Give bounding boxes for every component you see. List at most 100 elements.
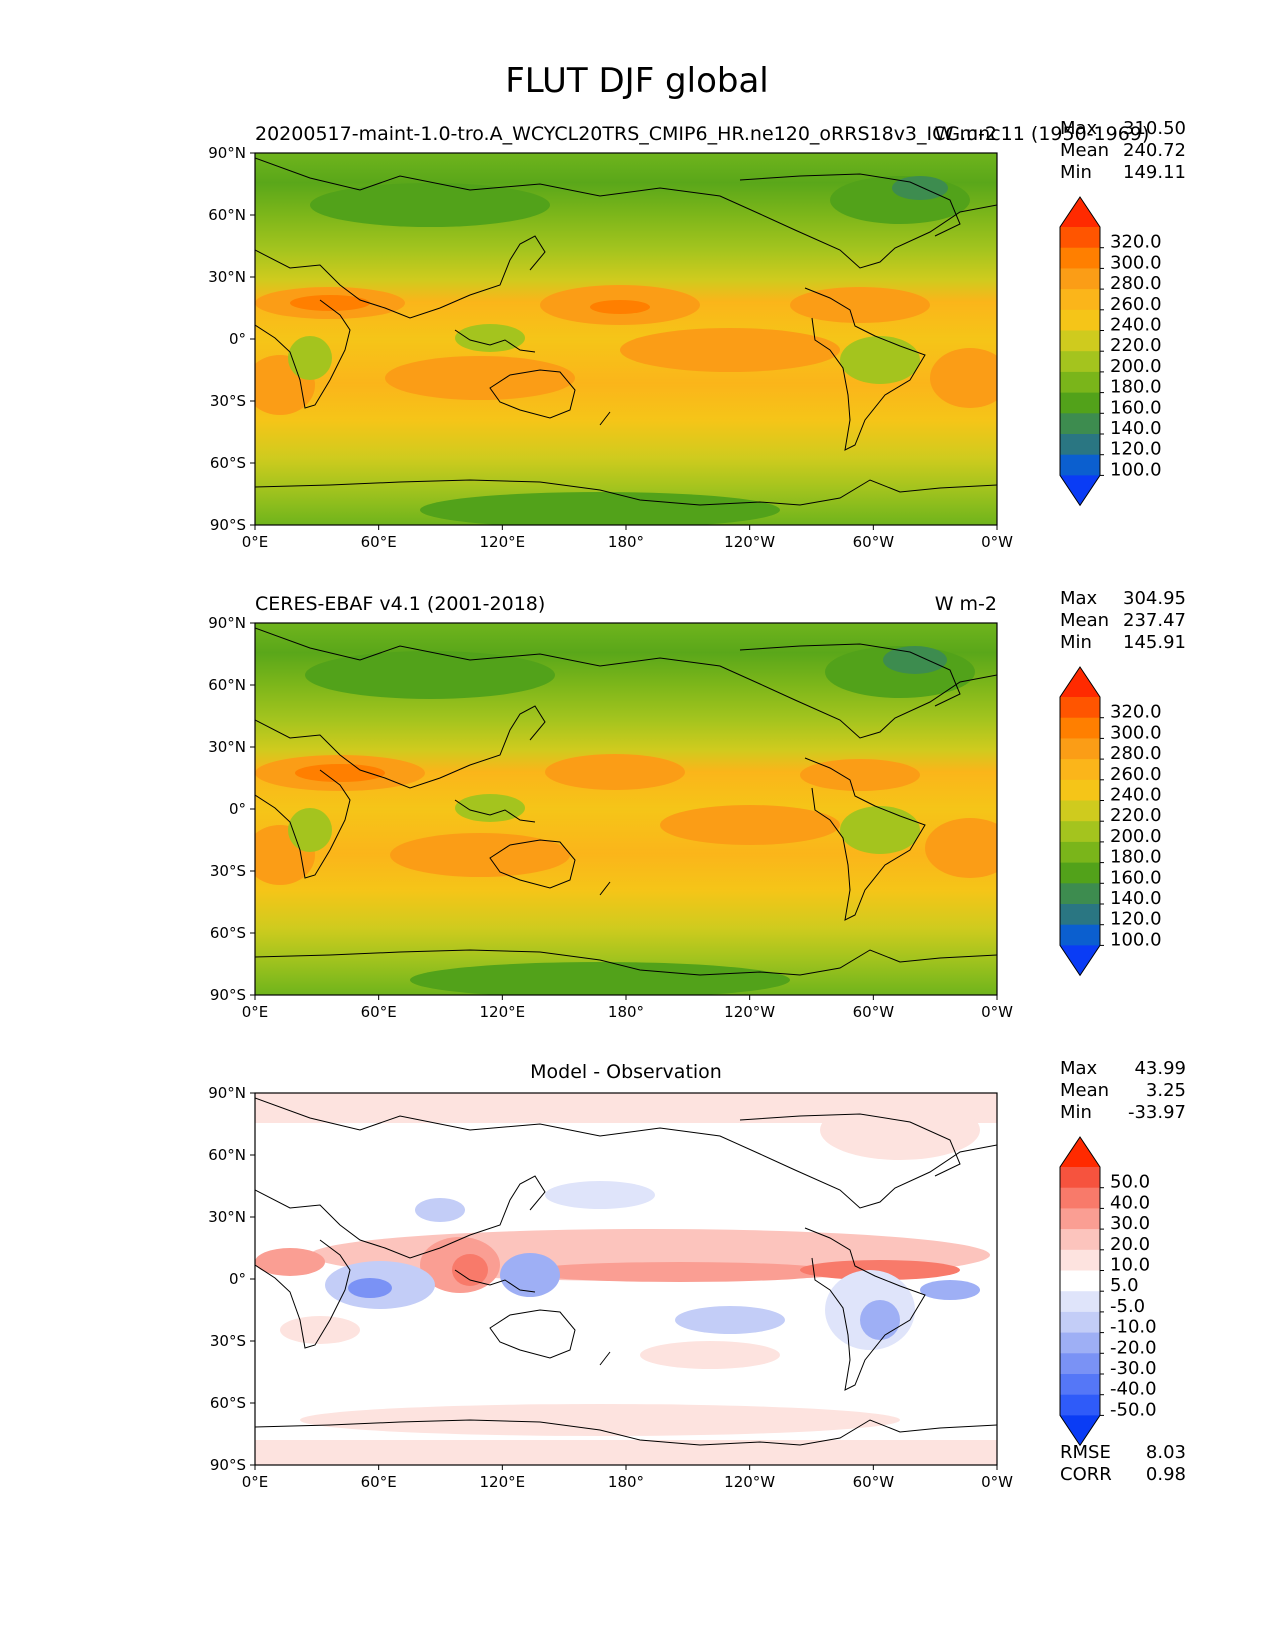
colorbar-label: 140.0 — [1110, 888, 1162, 909]
x-tick-label: 0°E — [242, 533, 269, 551]
colorbar-segment — [1060, 1394, 1100, 1416]
panel-center-title: Model - Observation — [530, 1061, 722, 1083]
colorbar-segment — [1060, 883, 1100, 905]
y-tick-label: 90°N — [208, 614, 246, 632]
x-tick-label: 60°W — [853, 533, 895, 551]
colorbar-label: -30.0 — [1110, 1358, 1157, 1379]
stat-mean-value: 237.47 — [1123, 610, 1186, 631]
stat-corr-label: CORR — [1060, 1464, 1112, 1485]
x-tick-label: 60°E — [361, 1473, 397, 1491]
colorbar-segment — [1060, 227, 1100, 249]
colorbar-label: -50.0 — [1110, 1399, 1157, 1420]
x-ticks-observation: 0°E 60°E 120°E 180° 120°W 60°W 0°W — [242, 995, 1013, 1021]
figure-title: FLUT DJF global — [505, 61, 769, 101]
y-tick-label: 30°N — [208, 1208, 246, 1226]
colorbar-segment — [1060, 1249, 1100, 1271]
y-tick-label: 30°S — [210, 1332, 246, 1350]
colorbar-segment — [1060, 392, 1100, 414]
colorbar-segment — [1060, 1291, 1100, 1313]
colorbar-segment — [1060, 309, 1100, 331]
colorbar-label: -40.0 — [1110, 1379, 1157, 1400]
coastlines-model — [255, 157, 997, 506]
colorbar-segment — [1060, 371, 1100, 394]
panel-right-title: W m-2 — [935, 123, 997, 145]
stat-mean-label: Mean — [1060, 1080, 1109, 1101]
y-ticks-observation: 90°N 60°N 30°N 0° 30°S 60°S 90°S — [208, 614, 255, 1004]
stat-mean-value: 240.72 — [1123, 140, 1186, 161]
colorbar-segment — [1060, 779, 1100, 801]
footer-stats-difference: RMSE 8.03 CORR 0.98 — [1060, 1442, 1186, 1485]
stat-min-value: 149.11 — [1123, 162, 1186, 183]
panel-right-title: W m-2 — [935, 593, 997, 615]
colorbar-label: 20.0 — [1110, 1234, 1150, 1255]
colorbar-segment — [1060, 330, 1100, 352]
colorbar-label: 320.0 — [1110, 702, 1162, 723]
stat-min-label: Min — [1060, 1102, 1092, 1123]
stat-max-label: Max — [1060, 588, 1098, 609]
colorbar-label: 40.0 — [1110, 1192, 1150, 1213]
colorbar-segment — [1060, 1167, 1100, 1189]
y-tick-label: 60°S — [210, 924, 246, 942]
stat-min-value: -33.97 — [1128, 1102, 1186, 1123]
colorbar-segment — [1060, 717, 1100, 739]
panel-left-title: CERES-EBAF v4.1 (2001-2018) — [255, 593, 545, 615]
colorbar-label: 120.0 — [1110, 909, 1162, 930]
colorbar-segment — [1060, 1332, 1100, 1354]
colorbar-segment — [1060, 862, 1100, 884]
colorbar-segment — [1060, 759, 1100, 781]
y-tick-label: 30°N — [208, 268, 246, 286]
colorbar-label: 260.0 — [1110, 294, 1162, 315]
colorbar-segment — [1060, 351, 1100, 373]
colorbar-label: 300.0 — [1110, 722, 1162, 743]
panel-model: 20200517-maint-1.0-tro.A_WCYCL20TRS_CMIP… — [208, 118, 1186, 551]
colorbar-label: 240.0 — [1110, 315, 1162, 336]
x-tick-label: 60°W — [853, 1473, 895, 1491]
colorbar-extend-bottom — [1060, 945, 1100, 976]
x-tick-label: 0°E — [242, 1473, 269, 1491]
x-tick-label: 120°E — [480, 1003, 526, 1021]
map-field-observation — [255, 623, 997, 995]
colorbar-label: 180.0 — [1110, 377, 1162, 398]
colorbar-label: 5.0 — [1110, 1275, 1139, 1296]
x-tick-label: 120°W — [724, 533, 775, 551]
stat-max-value: 43.99 — [1134, 1058, 1186, 1079]
colorbar-segment — [1060, 413, 1100, 435]
colorbar-label: 100.0 — [1110, 459, 1162, 480]
colorbar-model: 320.0300.0280.0260.0240.0220.0200.0180.0… — [1059, 196, 1162, 507]
y-tick-label: 90°S — [210, 516, 246, 534]
y-ticks-model: 90°N 60°N 30°N 0° 30°S 60°S 90°S — [208, 144, 255, 534]
colorbar-label: 120.0 — [1110, 439, 1162, 460]
colorbar-segment — [1060, 800, 1100, 822]
colorbar-segment — [1060, 1353, 1100, 1375]
colorbar-segment — [1060, 738, 1100, 760]
x-tick-label: 60°W — [853, 1003, 895, 1021]
x-tick-label: 0°W — [981, 1473, 1013, 1491]
stat-rmse-label: RMSE — [1060, 1442, 1111, 1463]
colorbar-segment — [1060, 454, 1100, 476]
colorbar-label: 280.0 — [1110, 273, 1162, 294]
stat-max-value: 310.50 — [1123, 118, 1186, 139]
colorbar-segment — [1060, 1311, 1100, 1334]
x-tick-label: 0°W — [981, 1003, 1013, 1021]
x-tick-label: 120°E — [480, 533, 526, 551]
stat-max-value: 304.95 — [1123, 588, 1186, 609]
y-tick-label: 0° — [229, 800, 246, 818]
colorbar-extend-top — [1060, 667, 1100, 697]
map-field-difference — [255, 1093, 997, 1465]
colorbar-label: 200.0 — [1110, 826, 1162, 847]
colorbar-segment — [1060, 904, 1100, 926]
x-tick-label: 180° — [608, 1473, 644, 1491]
colorbar-segment — [1060, 1374, 1100, 1396]
panel-difference: Model - Observation — [208, 1058, 1186, 1491]
stat-min-value: 145.91 — [1123, 632, 1186, 653]
stat-rmse-value: 8.03 — [1146, 1442, 1186, 1463]
x-tick-label: 0°E — [242, 1003, 269, 1021]
stat-min-label: Min — [1060, 632, 1092, 653]
x-tick-label: 0°W — [981, 533, 1013, 551]
coastlines-difference — [255, 1097, 997, 1446]
stat-mean-label: Mean — [1060, 140, 1109, 161]
colorbar-extend-bottom — [1060, 475, 1100, 506]
coastlines-observation — [255, 627, 997, 976]
colorbar-label: 180.0 — [1110, 847, 1162, 868]
